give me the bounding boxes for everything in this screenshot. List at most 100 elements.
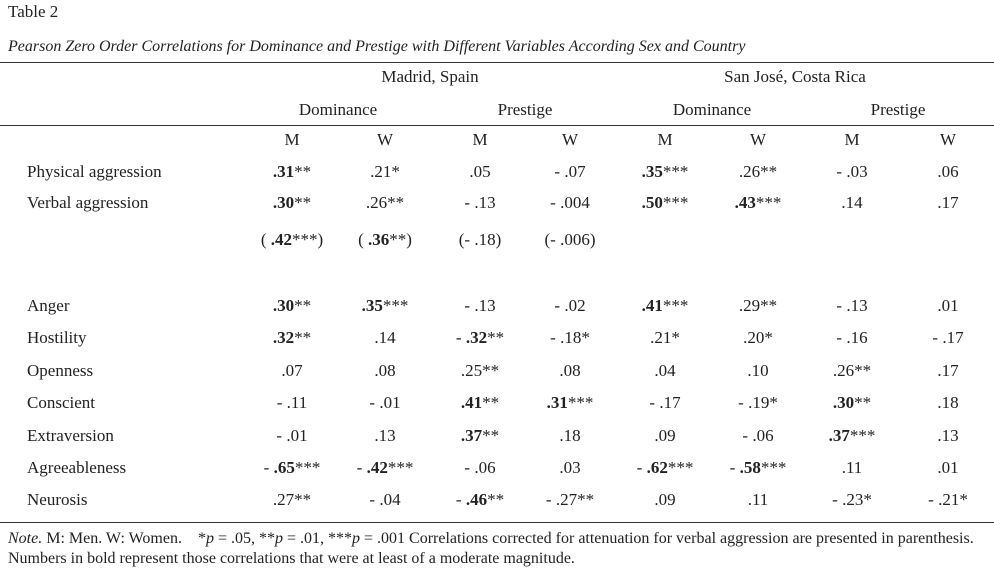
note-text: M: Men. W: Women. *	[42, 530, 206, 547]
cell: .29**	[738, 296, 778, 315]
cell-text: -	[636, 458, 647, 477]
cell-text: ***	[387, 458, 414, 477]
cell: ( .42***)	[261, 230, 323, 250]
cell: .21*	[650, 328, 680, 347]
cell-text: ***	[662, 193, 689, 212]
cell-text: **	[854, 393, 872, 412]
cell: .26**	[832, 361, 872, 380]
cell: - .27**	[545, 490, 595, 509]
bold-value: .62	[646, 458, 668, 477]
table-note: Note. M: Men. W: Women. *p = .05, **p = …	[8, 529, 988, 569]
cell-text: -	[455, 490, 466, 509]
bold-value: .65	[273, 458, 295, 477]
cell: .26**	[365, 193, 405, 212]
bold-value: .43	[734, 193, 756, 212]
bold-value: .50	[641, 193, 663, 212]
cell: .10	[747, 361, 769, 380]
cell: .21*	[370, 162, 400, 181]
cell: - .01	[369, 393, 401, 412]
cell: - .17	[932, 328, 964, 347]
cell: .13	[374, 426, 396, 445]
country-header: San José, Costa Rica	[724, 67, 866, 86]
cell: - .07	[554, 162, 586, 181]
cell: .30**	[273, 296, 311, 316]
cell: - .13	[464, 193, 496, 212]
bold-value: .32	[465, 328, 488, 347]
note-text: p	[275, 530, 283, 547]
cell: .11	[841, 458, 863, 477]
cell-text: **	[294, 162, 312, 181]
cell: .17	[937, 361, 959, 380]
rule	[0, 62, 994, 63]
cell: .04	[654, 361, 676, 380]
rule	[0, 125, 994, 126]
cell: - .32**	[456, 328, 504, 348]
note-text: = .05, **	[213, 530, 275, 547]
cell-text: (	[260, 230, 271, 249]
sex-header: W	[939, 130, 957, 149]
bold-value: .41	[460, 393, 483, 412]
sex-header: W	[561, 130, 579, 149]
cell: - .06	[464, 458, 496, 477]
cell: - .42***	[357, 458, 414, 478]
cell: - .16	[836, 328, 868, 347]
cell-text: ***	[667, 458, 694, 477]
sex-header: M	[844, 130, 860, 149]
cell-text: ***	[662, 162, 689, 181]
sex-header: M	[284, 130, 300, 149]
cell: .08	[559, 361, 581, 380]
bold-value: .42	[366, 458, 388, 477]
cell: .25**	[460, 361, 500, 380]
cell: .03	[559, 458, 581, 477]
row-label: Neurosis	[27, 490, 88, 509]
cell: .31**	[273, 162, 311, 182]
table-title: Pearson Zero Order Correlations for Domi…	[8, 38, 746, 55]
bold-value: .37	[460, 426, 483, 445]
cell: .27**	[272, 490, 312, 509]
note-text: = .01, ***	[283, 530, 353, 547]
cell: .11	[747, 490, 769, 509]
note-text: p	[205, 530, 214, 547]
cell: - .21*	[928, 490, 968, 509]
row-label: Agreeableness	[27, 458, 127, 477]
cell: .32**	[273, 328, 311, 348]
cell: - .13	[836, 296, 868, 315]
row-label: Extraversion	[27, 426, 114, 445]
row-label: Conscient	[27, 393, 95, 412]
cell-text: **	[482, 426, 500, 445]
cell: (- .006)	[544, 230, 596, 249]
cell: .14	[374, 328, 396, 347]
cell: - .04	[369, 490, 401, 509]
cell: .17	[937, 193, 959, 212]
cell: .06	[937, 162, 959, 181]
cell-text: ***	[760, 458, 787, 477]
cell: - .004	[550, 193, 590, 212]
cell: .31***	[547, 393, 594, 413]
cell: - .19*	[738, 393, 778, 412]
row-label: Anger	[27, 296, 70, 315]
cell: - .17	[649, 393, 681, 412]
cell: - .02	[554, 296, 586, 315]
cell-text: **	[487, 490, 505, 509]
country-header: Madrid, Spain	[381, 67, 479, 86]
group-header: Dominance	[672, 100, 752, 119]
cell-text: -	[729, 458, 740, 477]
bold-value: .35	[641, 162, 663, 181]
note-text: p	[352, 530, 361, 547]
cell: .30**	[833, 393, 871, 413]
bold-value: .42	[270, 230, 292, 249]
cell: - .65***	[264, 458, 321, 478]
note-text: = .001 Correlations corrected for attenu…	[8, 530, 978, 567]
row-label: Physical aggression	[27, 162, 162, 181]
cell: .50***	[642, 193, 689, 213]
cell-text: **	[482, 393, 500, 412]
sex-header: W	[749, 130, 767, 149]
cell: - .03	[836, 162, 868, 181]
cell-text: ***	[382, 296, 409, 315]
bold-value: .36	[368, 230, 390, 249]
cell-text: ***	[755, 193, 782, 212]
bold-value: .37	[828, 426, 850, 445]
cell: - .46**	[456, 490, 504, 510]
bold-value: .31	[272, 162, 295, 181]
group-header: Prestige	[870, 100, 926, 119]
